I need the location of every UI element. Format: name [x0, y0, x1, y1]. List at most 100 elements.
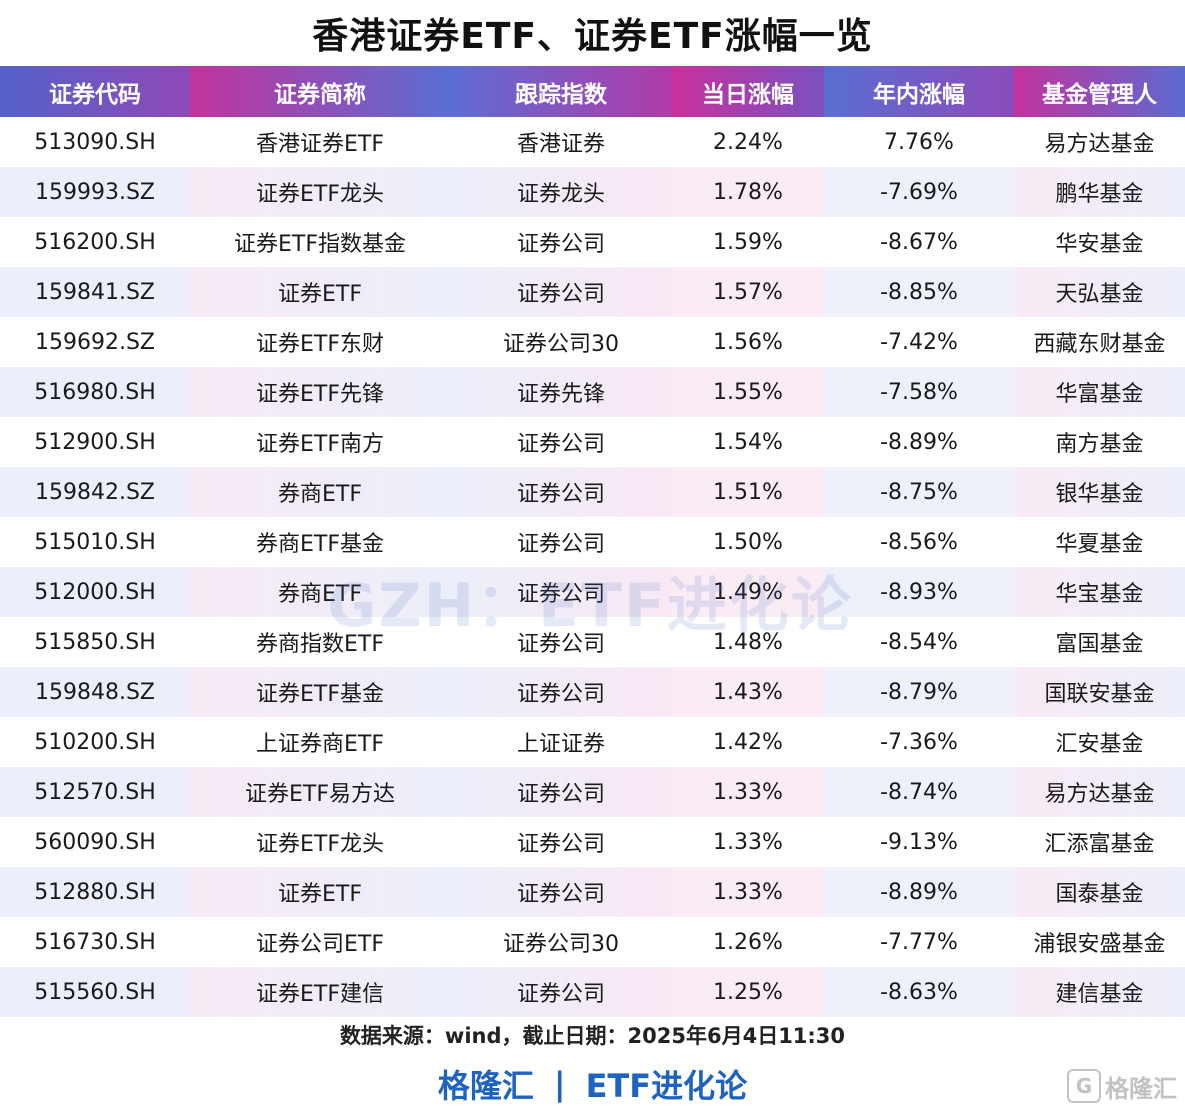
cell-name: 券商ETF基金	[190, 517, 450, 567]
cell-manager: 华宝基金	[1014, 567, 1185, 617]
cell-code: 515560.SH	[0, 967, 190, 1017]
cell-code: 512000.SH	[0, 567, 190, 617]
cell-day-change: 1.55%	[672, 367, 824, 417]
cell-manager: 汇添富基金	[1014, 817, 1185, 867]
cell-code: 515850.SH	[0, 617, 190, 667]
footer-separator: |	[553, 1065, 566, 1103]
cell-ytd-change: 7.76%	[824, 117, 1014, 167]
footer-brand-name: 格隆汇	[437, 1067, 534, 1105]
cell-index: 证券公司	[450, 267, 672, 317]
cell-manager: 建信基金	[1014, 967, 1185, 1017]
cell-day-change: 1.50%	[672, 517, 824, 567]
cell-day-change: 1.26%	[672, 917, 824, 967]
cell-ytd-change: -7.77%	[824, 917, 1014, 967]
header-manager: 基金管理人	[1014, 66, 1185, 117]
cell-day-change: 1.42%	[672, 717, 824, 767]
cell-index: 证券公司	[450, 517, 672, 567]
cell-day-change: 1.33%	[672, 867, 824, 917]
cell-code: 512880.SH	[0, 867, 190, 917]
cell-day-change: 1.59%	[672, 217, 824, 267]
cell-name: 券商ETF	[190, 567, 450, 617]
cell-index: 证券公司	[450, 817, 672, 867]
footer-brand: 格隆汇 | ETF进化论	[0, 1058, 1185, 1110]
cell-day-change: 1.33%	[672, 817, 824, 867]
cell-ytd-change: -8.74%	[824, 767, 1014, 817]
data-source-note: 数据来源：wind，截止日期：2025年6月4日11:30	[339, 1024, 846, 1048]
table-body: 513090.SH 香港证券ETF 香港证券 2.24% 7.76% 易方达基金 15999…	[0, 117, 1185, 1017]
cell-name: 证券ETF龙头	[190, 817, 450, 867]
cell-manager: 国联安基金	[1014, 667, 1185, 717]
cell-day-change: 1.57%	[672, 267, 824, 317]
cell-code: 516200.SH	[0, 217, 190, 267]
table-row: 159842.SZ 券商ETF 证券公司 1.51% -8.75% 银华基金	[0, 467, 1185, 517]
table-header-row: 证券代码 证券简称 跟踪指数 当日涨幅 年内涨幅 基金管理人	[0, 66, 1185, 117]
cell-index: 上证证券	[450, 717, 672, 767]
table-row: 512570.SH 证券ETF易方达 证券公司 1.33% -8.74% 易方达基金	[0, 767, 1185, 817]
cell-index: 证券公司	[450, 467, 672, 517]
cell-day-change: 1.51%	[672, 467, 824, 517]
table-row: 515010.SH 券商ETF基金 证券公司 1.50% -8.56% 华夏基金	[0, 517, 1185, 567]
cell-ytd-change: -8.63%	[824, 967, 1014, 1017]
table-row: 515560.SH 证券ETF建信 证券公司 1.25% -8.63% 建信基金	[0, 967, 1185, 1017]
cell-name: 香港证券ETF	[190, 117, 450, 167]
table-row: 159692.SZ 证券ETF东财 证券公司30 1.56% -7.42% 西藏东财基金	[0, 317, 1185, 367]
cell-ytd-change: -7.58%	[824, 367, 1014, 417]
cell-day-change: 1.78%	[672, 167, 824, 217]
cell-day-change: 1.54%	[672, 417, 824, 467]
cell-code: 516980.SH	[0, 367, 190, 417]
corner-logo-text: 格隆汇	[1105, 1074, 1177, 1103]
cell-ytd-change: -8.93%	[824, 567, 1014, 617]
cell-name: 证券ETF	[190, 867, 450, 917]
table-row: 516200.SH 证券ETF指数基金 证券公司 1.59% -8.67% 华安基金	[0, 217, 1185, 267]
cell-ytd-change: -8.89%	[824, 867, 1014, 917]
cell-code: 560090.SH	[0, 817, 190, 867]
cell-manager: 鹏华基金	[1014, 167, 1185, 217]
cell-code: 159848.SZ	[0, 667, 190, 717]
cell-index: 证券公司	[450, 967, 672, 1017]
cell-index: 香港证券	[450, 117, 672, 167]
cell-manager: 易方达基金	[1014, 767, 1185, 817]
cell-code: 512570.SH	[0, 767, 190, 817]
footer-column-name: ETF进化论	[585, 1067, 748, 1105]
cell-name: 证券ETF建信	[190, 967, 450, 1017]
cell-name: 证券ETF东财	[190, 317, 450, 367]
cell-name: 券商ETF	[190, 467, 450, 517]
cell-index: 证券公司	[450, 667, 672, 717]
cell-name: 证券ETF基金	[190, 667, 450, 717]
cell-manager: 汇安基金	[1014, 717, 1185, 767]
cell-name: 证券ETF易方达	[190, 767, 450, 817]
cell-manager: 国泰基金	[1014, 867, 1185, 917]
cell-manager: 华夏基金	[1014, 517, 1185, 567]
table-row: 159848.SZ 证券ETF基金 证券公司 1.43% -8.79% 国联安基金	[0, 667, 1185, 717]
cell-name: 证券ETF指数基金	[190, 217, 450, 267]
cell-manager: 华安基金	[1014, 217, 1185, 267]
cell-index: 证券公司30	[450, 917, 672, 967]
cell-ytd-change: -7.69%	[824, 167, 1014, 217]
cell-code: 516730.SH	[0, 917, 190, 967]
table-row: 512880.SH 证券ETF 证券公司 1.33% -8.89% 国泰基金	[0, 867, 1185, 917]
cell-manager: 南方基金	[1014, 417, 1185, 467]
page-title: 香港证券ETF、证券ETF涨幅一览	[312, 16, 873, 57]
table-row: 516980.SH 证券ETF先锋 证券先锋 1.55% -7.58% 华富基金	[0, 367, 1185, 417]
table-row: 159993.SZ 证券ETF龙头 证券龙头 1.78% -7.69% 鹏华基金	[0, 167, 1185, 217]
cell-ytd-change: -8.89%	[824, 417, 1014, 467]
table-row: 159841.SZ 证券ETF 证券公司 1.57% -8.85% 天弘基金	[0, 267, 1185, 317]
cell-day-change: 1.43%	[672, 667, 824, 717]
cell-ytd-change: -8.75%	[824, 467, 1014, 517]
cell-day-change: 2.24%	[672, 117, 824, 167]
cell-ytd-change: -8.67%	[824, 217, 1014, 267]
cell-name: 证券公司ETF	[190, 917, 450, 967]
cell-name: 证券ETF	[190, 267, 450, 317]
cell-ytd-change: -8.54%	[824, 617, 1014, 667]
header-day-change: 当日涨幅	[672, 66, 824, 117]
cell-ytd-change: -9.13%	[824, 817, 1014, 867]
cell-manager: 浦银安盛基金	[1014, 917, 1185, 967]
header-name: 证券简称	[190, 66, 450, 117]
cell-manager: 易方达基金	[1014, 117, 1185, 167]
cell-ytd-change: -8.79%	[824, 667, 1014, 717]
cell-ytd-change: -8.85%	[824, 267, 1014, 317]
table-row: 560090.SH 证券ETF龙头 证券公司 1.33% -9.13% 汇添富基金	[0, 817, 1185, 867]
cell-index: 证券公司30	[450, 317, 672, 367]
cell-index: 证券公司	[450, 417, 672, 467]
cell-day-change: 1.33%	[672, 767, 824, 817]
